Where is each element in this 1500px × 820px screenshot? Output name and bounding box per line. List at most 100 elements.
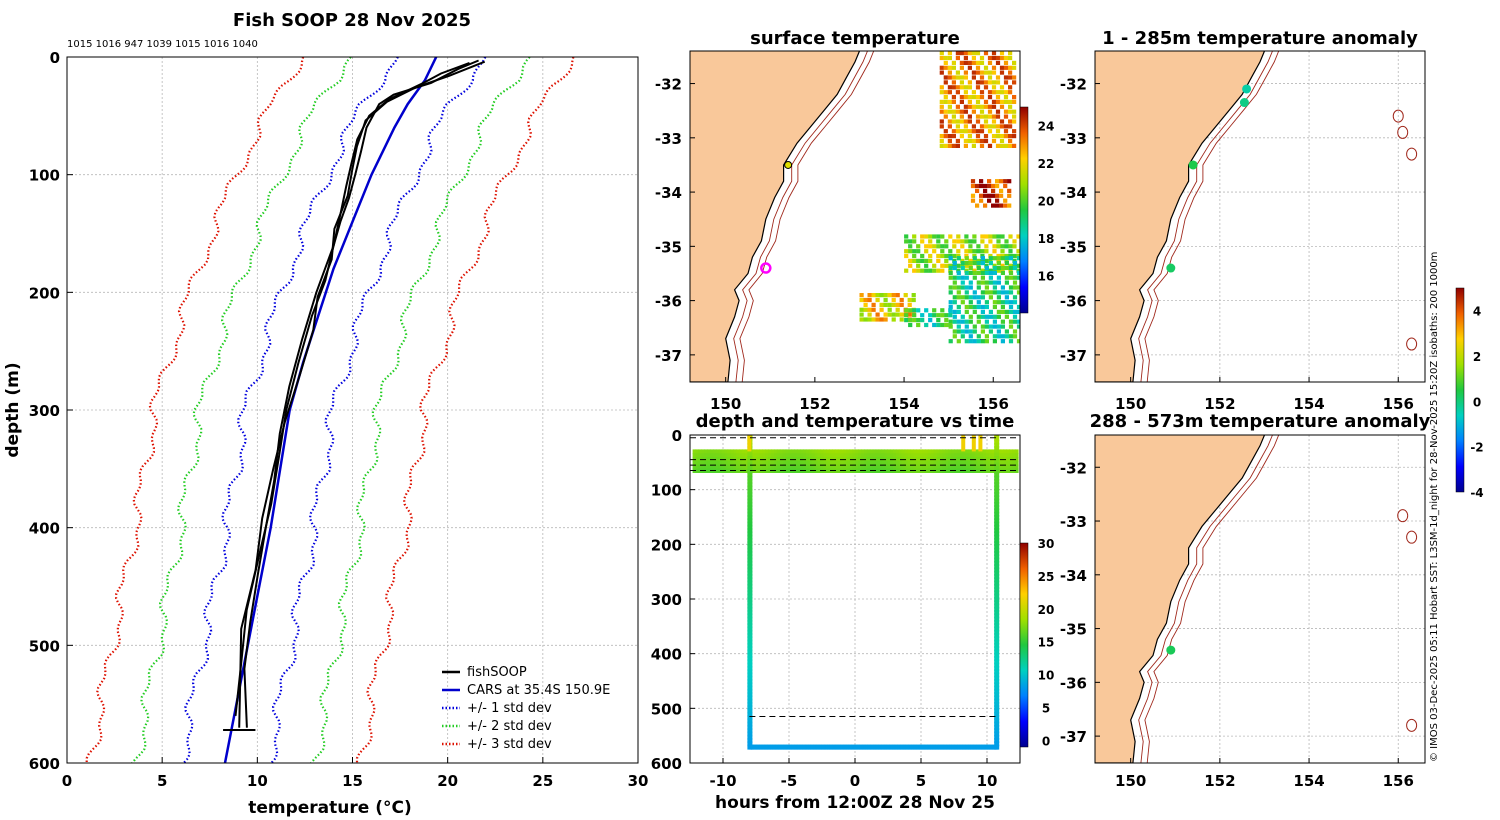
sst-pixel (947, 134, 952, 139)
ts-surface-sample (977, 449, 981, 454)
sst-pixel (980, 324, 985, 329)
ts-surface-sample (713, 453, 717, 458)
colorbar-tick-label: 10 (1038, 669, 1055, 683)
ts-cast-sample (994, 672, 1000, 678)
sst-pixel (983, 114, 989, 119)
sst-pixel (991, 90, 997, 95)
ts-surface-sample (733, 453, 737, 458)
sst-pixel (951, 143, 956, 148)
ts-surface-sample (1006, 468, 1010, 473)
ts-surface-sample (826, 460, 830, 466)
ts-surface-sample (771, 453, 775, 458)
sst-pixel (939, 109, 944, 114)
ts-surface-sample (820, 449, 824, 454)
ts-surface-sample (913, 460, 917, 466)
ts-bottom-sample (787, 744, 791, 750)
sst-pixel (1003, 114, 1009, 119)
sst-pixel (956, 270, 961, 275)
sst-pixel (1007, 193, 1012, 198)
sst-pixel (964, 319, 969, 324)
map-y-tick-label: -32 (1060, 459, 1087, 477)
sst-pixel (995, 109, 1001, 114)
ts-bottom-sample (790, 744, 794, 750)
ts-surface-sample (997, 457, 1002, 462)
sst-pixel (912, 239, 917, 244)
sst-pixel (972, 324, 977, 329)
colorbar-tick-label: 30 (1038, 537, 1055, 551)
ts-surface-sample (739, 464, 743, 470)
sst-pixel (1012, 285, 1018, 290)
ts-cast-sample (994, 600, 1000, 606)
ts-bottom-sample (751, 744, 754, 750)
sst-pixel (964, 304, 969, 310)
ts-surface-sample (951, 453, 955, 458)
sst-pixel (983, 85, 989, 90)
sst-pixel (1003, 60, 1009, 65)
sst-pixel (971, 51, 976, 56)
sst-pixel (1007, 203, 1012, 208)
ts-surface-sample (832, 453, 836, 458)
sst-pixel (999, 65, 1005, 70)
anom2-title: 288 - 573m temperature anomaly (1090, 411, 1431, 432)
sst-pixel (964, 295, 969, 300)
ts-surface-sample (733, 460, 737, 466)
sst-pixel (904, 249, 909, 254)
sst-pixel (1012, 244, 1017, 249)
ts-surface-sample (980, 460, 984, 466)
map-y-tick-label: -36 (655, 293, 682, 311)
ts-surface-sample (936, 460, 941, 466)
ts-bottom-sample (939, 744, 943, 750)
ts-surface-sample (721, 449, 726, 454)
ts-surface-sample (713, 449, 717, 454)
ts-bottom-sample (795, 744, 799, 750)
sst-pixel (943, 114, 948, 119)
ts-cast-sample (747, 498, 753, 504)
ts-cast-sample (994, 718, 1000, 724)
ts-cast-sample (747, 623, 753, 629)
ts-surface-sample (765, 453, 769, 458)
ts-surface-sample (951, 449, 955, 454)
anom2-panel: 288 - 573m temperature anomaly 150 152 154… (1060, 411, 1431, 790)
sst-pixel (967, 85, 972, 90)
ts-surface-sample (925, 449, 929, 454)
sst-pixel (992, 290, 997, 295)
ts-surface-sample (852, 464, 856, 470)
sst-pixel (1012, 334, 1018, 339)
sst-pixel (991, 70, 997, 75)
ts-cast-sample (747, 656, 753, 661)
sst-pixel (948, 319, 953, 324)
ts-surface-sample (1003, 453, 1007, 458)
sst-pixel (932, 313, 937, 318)
sst-pixel (899, 312, 904, 317)
x-tick-label: 25 (532, 772, 553, 790)
ts-surface-sample (893, 460, 897, 466)
sst-pixel (976, 285, 981, 290)
sst-pixel (991, 51, 997, 56)
ts-surface-sample (916, 460, 920, 466)
ts-surface-sample (805, 453, 810, 458)
sst-pixel (863, 317, 868, 322)
ts-cast-sample (994, 702, 1000, 707)
sst-pixel (991, 99, 997, 104)
sst-pixel (952, 280, 957, 285)
ts-surface-sample (805, 460, 810, 466)
ts-surface-sample (744, 464, 749, 470)
ts-cast-sample (747, 524, 753, 530)
ts-bottom-sample (993, 744, 997, 750)
sst-pixel (895, 312, 900, 317)
ts-surface-sample (997, 460, 1002, 466)
sst-pixel (959, 114, 964, 119)
sst-pixel (995, 179, 1000, 184)
ts-surface-sample (861, 453, 865, 458)
sst-pixel (916, 263, 921, 268)
y-tick-label: 200 (29, 284, 60, 302)
ts-surface-sample (893, 449, 897, 454)
sst-pixel (1016, 304, 1020, 310)
ts-surface-sample (768, 453, 772, 458)
sst-pixel (875, 297, 880, 303)
ts-bottom-sample (777, 744, 781, 750)
ts-surface-sample (890, 449, 894, 454)
sst-pixel (975, 99, 981, 104)
sst-pixel (1004, 256, 1009, 261)
